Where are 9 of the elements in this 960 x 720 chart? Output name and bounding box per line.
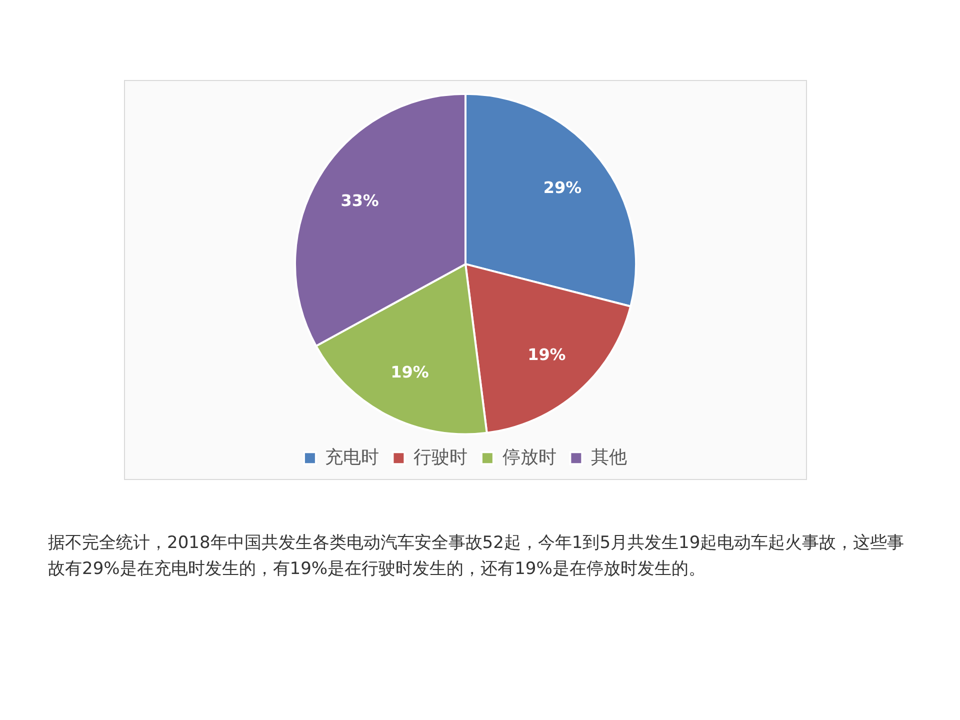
legend-label: 充电时 [324,446,379,468]
data-label: 19% [528,345,566,364]
data-label: 29% [543,178,582,198]
data-label: 19% [390,362,429,382]
legend-label: 停放时 [502,446,556,468]
legend-label: 其他 [591,446,628,468]
legend-label: 行驶时 [414,446,468,468]
data-label: 33% [340,190,379,210]
text: 据不完全统计，2018年中国共发生各类电动汽车安全事故52起，今年1到5月共发生19起电动车起火事故，这些事故有29%是在充电时发生的，有19%是在行驶时发生的，还有19%是在停放时发生的。 [48,532,906,581]
